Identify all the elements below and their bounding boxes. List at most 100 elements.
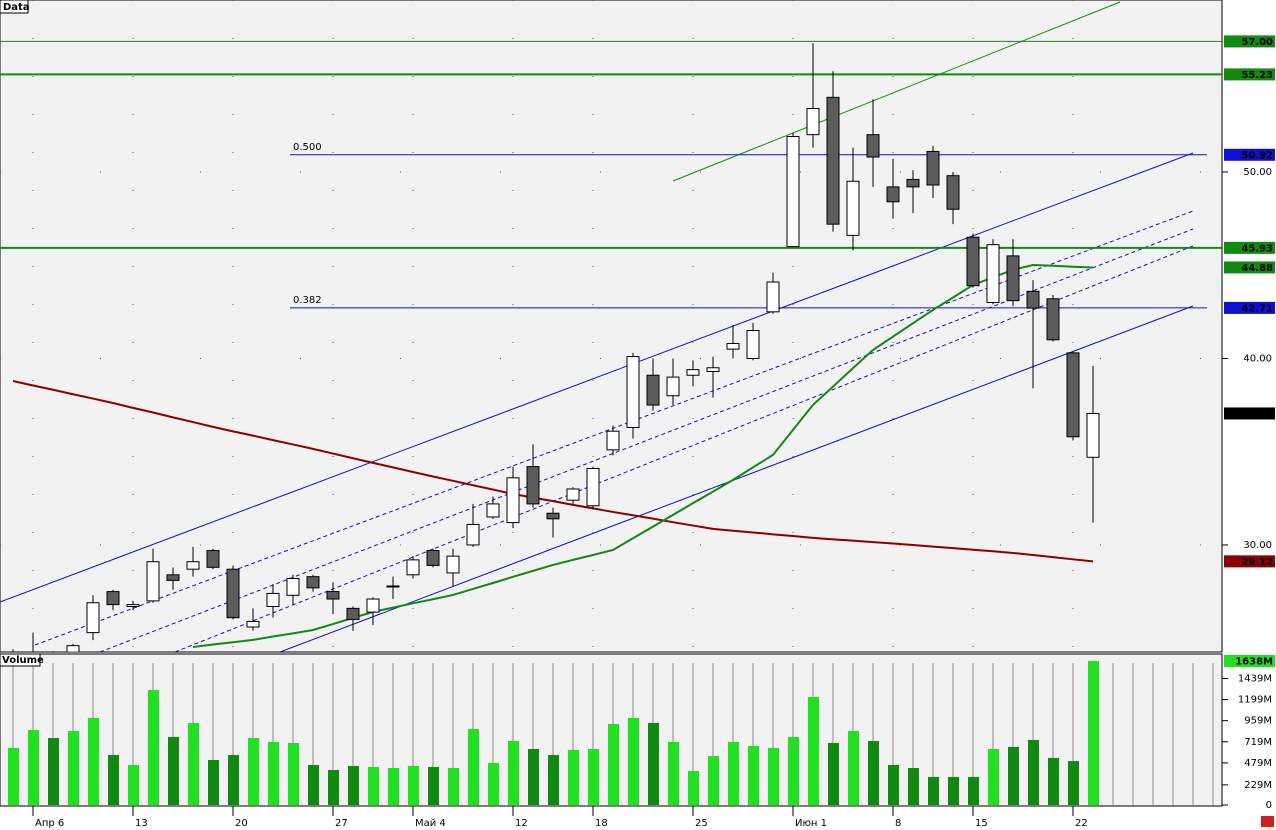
axis-marker-label: 55.23 [1241, 70, 1273, 81]
candle-body [546, 512, 560, 520]
candle-body [146, 561, 160, 602]
x-tick-label: 20 [235, 818, 248, 829]
y-tick-label: 719M [1244, 737, 1272, 748]
axis-marker-label: 1638M [1235, 656, 1273, 667]
volume-bar [68, 730, 79, 805]
y-tick-label: 479M [1244, 758, 1272, 769]
candle-body [426, 550, 440, 566]
axis-marker-label: 45.93 [1241, 243, 1273, 254]
volume-bar [328, 770, 339, 805]
candle-body [686, 369, 700, 376]
candle-body [306, 576, 320, 589]
x-tick-label: 8 [895, 818, 901, 829]
candle-body [926, 150, 940, 186]
candle-body [606, 430, 620, 451]
axes: 30.00 40.00 50.00 Апр 6 13 20 27 Май 4 12 18 25 Июн… [32, 35, 1275, 829]
volume-bar [928, 776, 939, 805]
volume-bar [888, 764, 899, 805]
channel-line [0, 152, 1194, 603]
volume-bar [868, 740, 879, 805]
x-tick-label: 15 [975, 818, 988, 829]
volume-bar [128, 764, 139, 805]
volume-bar [988, 748, 999, 805]
volume-bar [768, 748, 779, 805]
axis-marker [1224, 241, 1275, 254]
axis-marker-label: 29.12 [1241, 557, 1273, 568]
candle-body [806, 108, 820, 136]
price-plot: 0.500 0.382 [0, 0, 1222, 652]
candle-body [626, 356, 640, 428]
level-text: 0.500 [293, 142, 322, 153]
volume-bar [968, 776, 979, 805]
x-tick-label: 25 [695, 818, 708, 829]
candle-body [486, 503, 500, 518]
candle-body [126, 604, 140, 607]
axis-marker [1224, 555, 1275, 568]
candle-body [1026, 290, 1040, 309]
moving-average [192, 264, 1094, 648]
candle-body [826, 96, 840, 225]
volume-bar [1008, 746, 1019, 805]
axis-marker [1224, 35, 1275, 48]
trend-line [672, 1, 1121, 182]
volume-bar [548, 754, 559, 805]
y-tick-label: 229M [1244, 780, 1272, 791]
candle-body [326, 591, 340, 600]
y-tick-label: 1199M [1238, 695, 1272, 706]
volume-bar [708, 756, 719, 805]
axis-marker [1224, 148, 1275, 161]
volume-bar [1048, 757, 1059, 805]
candle-body [726, 343, 740, 350]
volume-bar [848, 730, 859, 805]
volume-bar [268, 741, 279, 805]
x-tick-label: Май 4 [415, 818, 446, 829]
volume-bar [388, 767, 399, 805]
candle-body [466, 523, 480, 546]
volume-bar [528, 748, 539, 805]
axis-marker [1224, 407, 1275, 420]
y-tick-label: 50.00 [1243, 167, 1272, 178]
axis-marker-label: 42.71 [1241, 303, 1273, 314]
volume-bar [348, 765, 359, 805]
candle-body [986, 244, 1000, 304]
volume-bar [748, 746, 759, 805]
candle-body [846, 180, 860, 236]
candle-body [1046, 298, 1060, 341]
level-text: 0.382 [293, 295, 322, 306]
candle-body [866, 134, 880, 158]
channel-dashed [174, 245, 1194, 652]
panel-title-box [0, 0, 29, 14]
volume-bar [608, 724, 619, 805]
candle-body [66, 645, 80, 652]
x-tick-label: Июн 1 [795, 818, 827, 829]
candle-body [86, 602, 100, 634]
x-tick-label: 12 [515, 818, 528, 829]
candle-body [206, 550, 220, 568]
volume-bar [828, 743, 839, 805]
volume-bar [648, 722, 659, 805]
candle-body [106, 591, 120, 606]
candle-body [666, 376, 680, 397]
volume-bar [488, 762, 499, 805]
candle-body [386, 585, 400, 588]
x-tick-label: Апр 6 [35, 818, 64, 829]
candle-body [646, 374, 660, 406]
volume-bar [788, 736, 799, 805]
candle-body [946, 175, 960, 210]
candle-body [706, 367, 720, 373]
panel-title-box [0, 653, 41, 667]
volume-bar [308, 764, 319, 805]
axis-marker [1224, 654, 1275, 667]
candle-body [226, 568, 240, 619]
volume-bar [808, 696, 819, 805]
y-tick-label: 0 [1266, 800, 1272, 811]
volume-title: Volume [2, 655, 44, 666]
candle-body [446, 555, 460, 574]
volume-bar [368, 767, 379, 805]
volume-bar [508, 740, 519, 805]
y-tick-label: 30.00 [1243, 540, 1272, 551]
candle-body [266, 592, 280, 607]
volume-bar [568, 749, 579, 805]
volume-bar [228, 754, 239, 805]
scroll-icon[interactable] [1261, 816, 1274, 827]
